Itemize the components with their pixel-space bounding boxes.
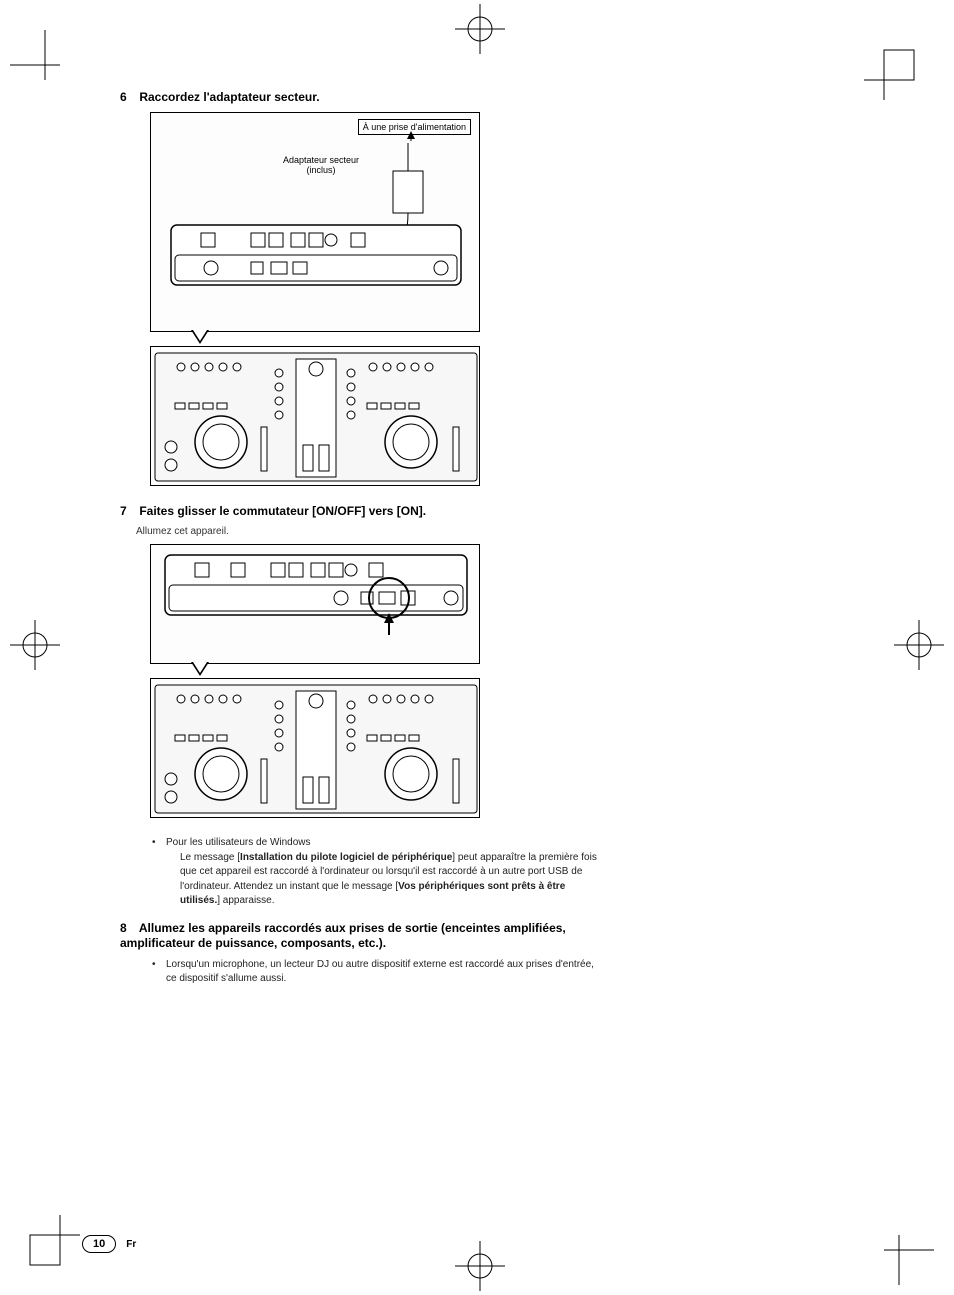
- step6-title: Raccordez l'adaptateur secteur.: [139, 90, 319, 104]
- figure-6a-adapter: À une prise d'alimentation Adaptateur se…: [150, 112, 480, 332]
- step8-bullet-text: Lorsqu'un microphone, un lecteur DJ ou a…: [166, 958, 600, 987]
- page-lang: Fr: [126, 1239, 136, 1250]
- step8-heading: 8 Allumez les appareils raccordés aux pr…: [120, 921, 600, 952]
- crop-mark-br: [864, 1215, 934, 1285]
- controller-top-icon: [151, 347, 481, 487]
- crop-mark-bl: [10, 1215, 80, 1285]
- crop-mark-mr: [894, 620, 944, 670]
- bullet-dot-icon: •: [152, 836, 166, 909]
- controller-top-icon: [151, 679, 481, 819]
- crop-mark-tr: [864, 30, 934, 100]
- step7-body-c: ] apparaisse.: [217, 895, 274, 906]
- step7-bullet-intro: Pour les utilisateurs de Windows: [166, 837, 311, 848]
- figure-7b-controller: [150, 678, 480, 818]
- page-footer: 10 Fr: [82, 1235, 136, 1253]
- figure-6b-controller: [150, 346, 480, 486]
- crop-mark-tc: [455, 4, 505, 54]
- page-content: 6 Raccordez l'adaptateur secteur. À une …: [120, 90, 600, 987]
- crop-mark-bc: [455, 1241, 505, 1291]
- figure-7a-rear: [150, 544, 480, 664]
- step7-bold-a: Installation du pilote logiciel de périp…: [240, 852, 452, 863]
- crop-mark-tl: [10, 30, 80, 100]
- step7-bullet: • Pour les utilisateurs de Windows Le me…: [152, 836, 600, 909]
- adapter-wiring-icon: [151, 113, 481, 333]
- bullet-dot-icon: •: [152, 958, 166, 987]
- step7-bullet-text: Pour les utilisateurs de Windows Le mess…: [166, 836, 600, 909]
- step8-number: 8: [120, 921, 136, 937]
- page-number: 10: [82, 1235, 116, 1253]
- step6-number: 6: [120, 90, 136, 106]
- callout-pointer-icon: [191, 662, 209, 676]
- step7-body-a: Le message [: [180, 852, 240, 863]
- step7-number: 7: [120, 504, 136, 520]
- step7-bullet-body: Le message [Installation du pilote logic…: [180, 851, 600, 909]
- step8-title: Allumez les appareils raccordés aux pris…: [120, 921, 566, 951]
- step8-bullet: • Lorsqu'un microphone, un lecteur DJ ou…: [152, 958, 600, 987]
- step7-title: Faites glisser le commutateur [ON/OFF] v…: [139, 504, 426, 518]
- step6-heading: 6 Raccordez l'adaptateur secteur.: [120, 90, 600, 106]
- step7-heading: 7 Faites glisser le commutateur [ON/OFF]…: [120, 504, 600, 520]
- callout-pointer-icon: [191, 330, 209, 344]
- step7-subtitle: Allumez cet appareil.: [136, 525, 600, 538]
- crop-mark-ml: [10, 620, 60, 670]
- rear-panel-switch-icon: [151, 545, 481, 665]
